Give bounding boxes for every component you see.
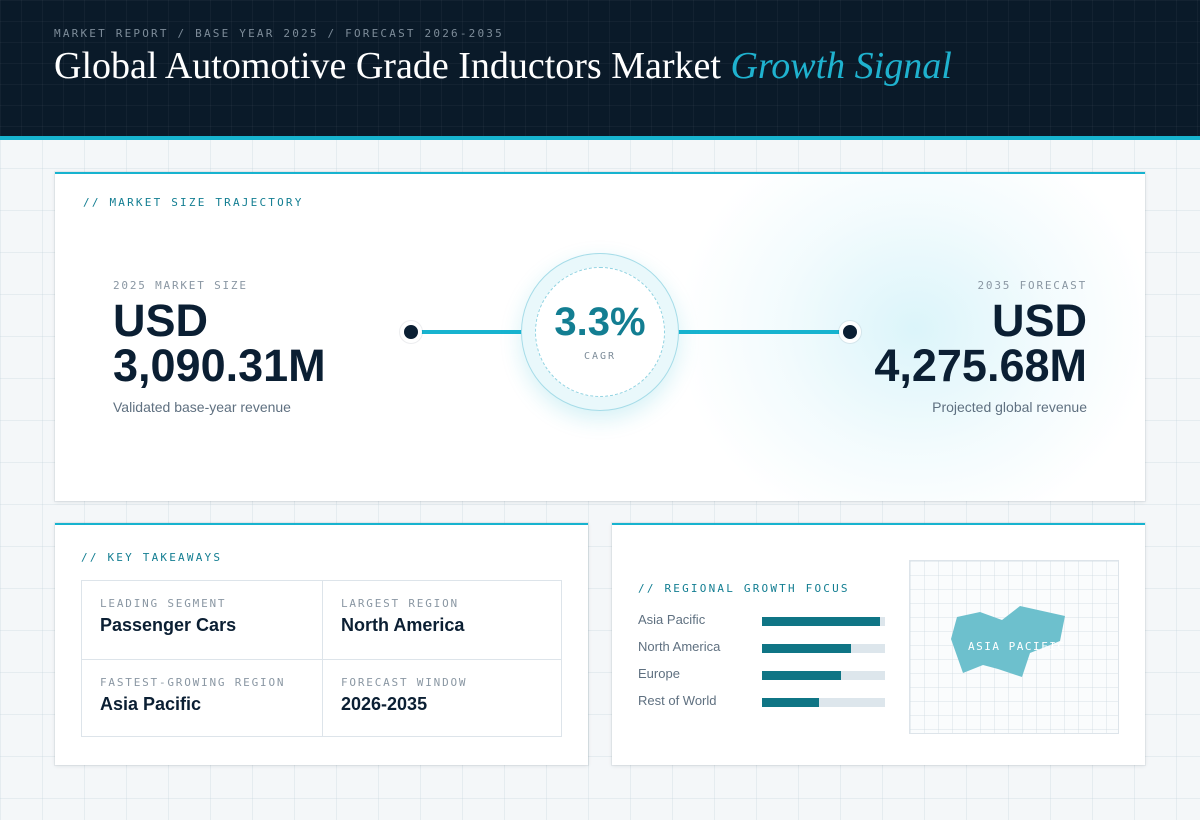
region-bar-track [762,671,885,680]
regional-growth-card: // REGIONAL GROWTH FOCUS Asia Pacific No… [612,523,1145,765]
card-label: // REGIONAL GROWTH FOCUS [638,582,850,595]
trajectory-line-right [673,330,843,334]
region-row: Asia Pacific [638,612,888,630]
base-value: 3,090.31M [113,340,326,391]
region-bar-track [762,644,885,653]
trajectory-line-left [417,330,527,334]
cagr-badge: 3.3% CAGR [521,253,679,411]
region-row: Europe [638,666,888,684]
takeaway-key: LEADING SEGMENT [100,597,227,610]
forecast-eyebrow: 2035 FORECAST [977,279,1087,292]
forecast-value: 4,275.68M [874,340,1087,391]
start-point [400,321,422,343]
takeaway-value: North America [341,615,465,635]
forecast-subtitle: Projected global revenue [932,399,1087,415]
region-bar-track [762,698,885,707]
card-label: // KEY TAKEAWAYS [81,551,223,564]
map-region-label: ASIA PACIFIC [968,640,1066,653]
region-bar-track [762,617,885,626]
region-name: Rest of World [638,693,717,708]
page-title: Global Automotive Grade Inductors Market… [54,44,952,88]
asia-pacific-shape [951,606,1065,677]
takeaway-value: Asia Pacific [100,694,202,714]
region-row: North America [638,639,888,657]
region-bar-fill [762,671,841,680]
region-bar-fill [762,698,819,707]
card-label: // MARKET SIZE TRAJECTORY [83,196,304,209]
takeaway-cell: LEADING SEGMENT Passenger Cars [82,581,322,659]
takeaways-grid: LEADING SEGMENT Passenger Cars LARGEST R… [81,580,562,737]
takeaway-cell: LARGEST REGION North America [322,581,562,659]
cagr-inner-ring: 3.3% CAGR [535,267,665,397]
cagr-label: CAGR [583,351,617,362]
report-eyebrow: MARKET REPORT / BASE YEAR 2025 / FORECAS… [54,27,504,40]
takeaway-value: 2026-2035 [341,694,428,714]
region-bar-fill [762,617,881,626]
region-name: Asia Pacific [638,612,706,627]
takeaway-value: Passenger Cars [100,615,237,635]
base-eyebrow: 2025 MARKET SIZE [113,279,248,292]
region-row: Rest of World [638,693,888,711]
region-name: Europe [638,666,680,681]
takeaway-key: FORECAST WINDOW [341,676,468,689]
report-header: MARKET REPORT / BASE YEAR 2025 / FORECAS… [0,0,1200,140]
base-subtitle: Validated base-year revenue [113,399,291,415]
region-name: North America [638,639,721,654]
forecast-currency: USD [991,295,1087,346]
takeaway-key: LARGEST REGION [341,597,459,610]
region-bar-fill [762,644,851,653]
title-main: Global Automotive Grade Inductors Market [54,45,721,87]
region-map: ASIA PACIFIC [909,560,1119,734]
market-size-card: // MARKET SIZE TRAJECTORY 2025 MARKET SI… [55,172,1145,501]
cagr-value: 3.3% [554,300,646,344]
asia-pacific-map-icon [951,606,1065,677]
base-currency: USD [113,295,209,346]
title-accent: Growth Signal [730,45,952,87]
takeaway-cell: FORECAST WINDOW 2026-2035 [322,659,562,737]
takeaway-key: FASTEST-GROWING REGION [100,676,286,689]
key-takeaways-card: // KEY TAKEAWAYS LEADING SEGMENT Passeng… [55,523,588,765]
end-point [839,321,861,343]
takeaway-cell: FASTEST-GROWING REGION Asia Pacific [82,659,322,737]
